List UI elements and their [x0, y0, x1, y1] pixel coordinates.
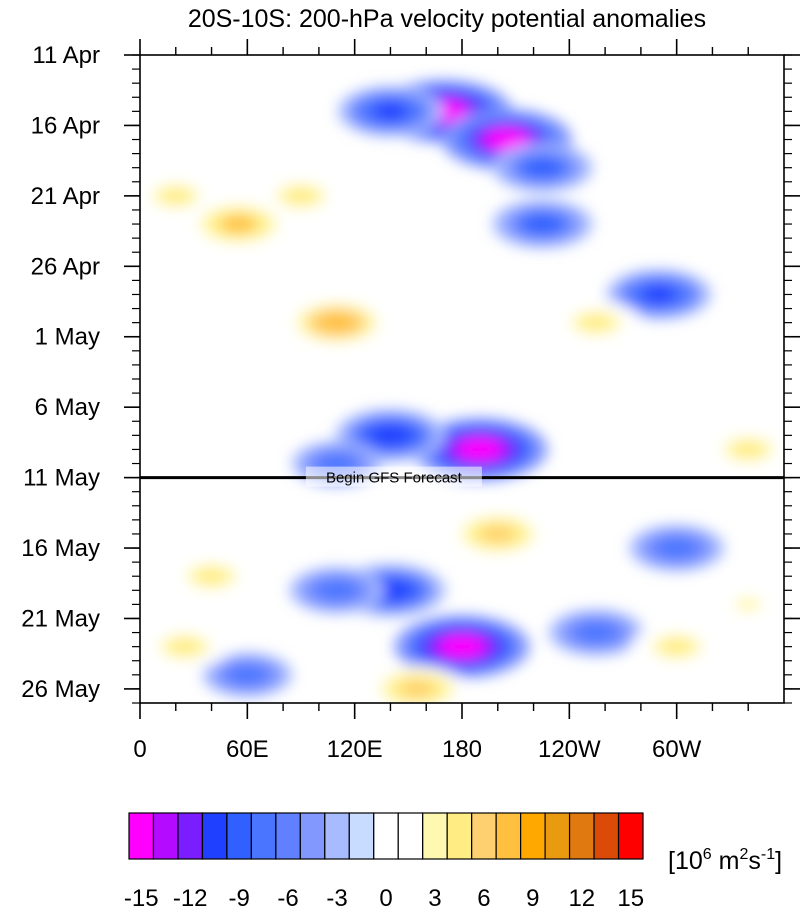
anomaly-cell — [400, 680, 434, 698]
colorbar-swatch — [201, 812, 228, 860]
colorbar: -15 -12 -9 -6 -3 0 3 6 9 12 15 — [124, 812, 644, 912]
y-tick-label: 26 May — [21, 676, 100, 703]
colorbar-swatch — [568, 812, 595, 860]
colorbar-tick-label: 3 — [428, 885, 441, 912]
anomaly-cell — [438, 635, 486, 658]
anomaly-cell — [640, 285, 678, 304]
colorbar-swatch — [324, 812, 350, 860]
colorbar-tick-label: 9 — [526, 885, 539, 912]
y-tick-label: 16 Apr — [31, 112, 100, 139]
anomaly-cell — [660, 539, 694, 557]
forecast-label-backdrop — [305, 466, 482, 487]
y-tick-label: 1 May — [35, 324, 100, 351]
y-tick-label: 26 Apr — [31, 253, 100, 280]
x-tick-label: 120W — [538, 736, 601, 763]
colorbar-tick-label: -3 — [326, 885, 347, 912]
forecast-start-label: Begin GFS Forecast — [326, 470, 463, 487]
anomaly-cell — [320, 582, 354, 599]
anomaly-cell — [195, 568, 228, 584]
anomaly-cell — [220, 215, 256, 233]
anomaly-cell — [481, 525, 515, 543]
colorbar-swatch — [422, 812, 448, 860]
anomaly-cell — [372, 102, 409, 121]
colorbar-tick-label: 6 — [477, 885, 490, 912]
colorbar-tick-label: -12 — [173, 885, 208, 912]
x-tick-label: 60W — [652, 736, 702, 763]
colorbar-tick-label: 0 — [379, 885, 392, 912]
colorbar-swatch — [446, 812, 473, 860]
x-tick-label: 0 — [133, 736, 146, 763]
colorbar-swatch — [617, 812, 644, 860]
y-tick-label: 16 May — [21, 535, 100, 562]
colorbar-swatch — [593, 812, 620, 860]
anomaly-cell — [734, 597, 763, 612]
colorbar-tick-label: 15 — [617, 885, 644, 912]
anomaly-cell — [525, 159, 560, 177]
anomaly-cell — [732, 441, 764, 458]
anomaly-field — [140, 79, 784, 703]
colorbar-tick-label: 12 — [568, 885, 595, 912]
colorbar-tick-label: -6 — [277, 885, 298, 912]
colorbar-swatch — [520, 812, 546, 860]
colorbar-swatch — [152, 812, 179, 860]
y-tick-label: 21 May — [21, 605, 100, 632]
plot-background — [140, 55, 784, 703]
anomaly-cell — [579, 624, 613, 641]
anomaly-cell — [525, 215, 560, 233]
anomaly-cell — [484, 128, 530, 151]
colorbar-swatch — [275, 812, 301, 860]
colorbar-swatch — [495, 812, 522, 860]
axes: 0 60E 120E 180 120W 60W 11 Apr 16 Apr 21 Apr 26 A… — [21, 39, 800, 763]
anomaly-cell — [160, 188, 191, 204]
y-tick-label: 6 May — [35, 394, 100, 421]
colorbar-tick-label: -15 — [124, 885, 159, 912]
x-tick-label: 120E — [327, 736, 383, 763]
colorbar-swatch — [226, 812, 252, 860]
y-tick-label: 11 Apr — [32, 42, 100, 69]
colorbar-swatch — [177, 812, 204, 860]
anomaly-cell — [318, 313, 356, 332]
anomaly-cell — [231, 667, 264, 683]
anomaly-cell — [371, 426, 410, 445]
colorbar-tick-label: -9 — [228, 885, 249, 912]
colorbar-swatch — [544, 812, 571, 860]
colorbar-unit-label: [106 m2s-1] — [668, 846, 782, 875]
anomaly-cell — [285, 188, 317, 204]
colorbar-swatch — [299, 812, 326, 860]
y-tick-label: 21 Apr — [31, 183, 100, 210]
anomaly-cell — [169, 638, 201, 655]
chart-title: 20S-10S: 200-hPa velocity potential anom… — [188, 5, 706, 33]
plot-area — [140, 55, 784, 703]
anomaly-cell — [580, 314, 612, 331]
anomaly-cell — [660, 638, 693, 655]
colorbar-swatch — [373, 812, 399, 860]
y-tick-label: 11 May — [23, 465, 100, 492]
colorbar-swatch — [250, 812, 277, 860]
colorbar-swatch — [348, 812, 375, 860]
colorbar-swatch — [471, 812, 497, 860]
x-tick-label: 60E — [226, 736, 269, 763]
x-tick-label: 180 — [442, 736, 482, 763]
colorbar-swatch — [128, 812, 155, 860]
anomaly-cell — [456, 438, 504, 461]
colorbar-swatch — [397, 812, 424, 860]
